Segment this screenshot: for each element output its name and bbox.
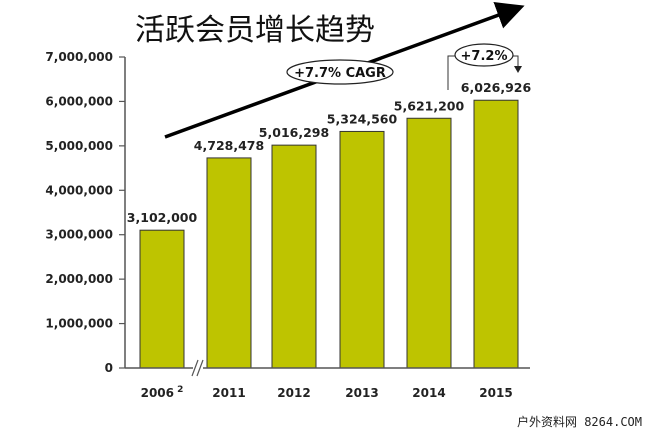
- cagr-label: +7.7% CAGR: [294, 66, 386, 81]
- x-tick-label: 2006 2: [141, 385, 184, 400]
- data-label: 6,026,926: [461, 80, 532, 95]
- data-label: 5,016,298: [259, 125, 329, 140]
- x-tick-label: 2013: [345, 386, 378, 400]
- data-label: 5,621,200: [394, 98, 465, 113]
- yoy-annotation: +7.2%: [447, 43, 522, 90]
- bar-2011: [206, 157, 252, 369]
- bar-2015: [473, 99, 519, 369]
- cagr-badge: +7.7% CAGR: [286, 59, 394, 85]
- x-tick-label: 2012: [277, 386, 310, 400]
- y-tick-label: 3,000,000: [45, 228, 113, 242]
- data-label: 4,728,478: [194, 138, 264, 153]
- bar-2006: [139, 229, 185, 369]
- watermark: 户外资料网 8264.COM: [517, 414, 642, 429]
- bar-2014: [406, 117, 452, 369]
- y-tick-label: 6,000,000: [45, 94, 113, 108]
- y-tick-label: 2,000,000: [45, 272, 113, 286]
- yoy-label: +7.2%: [461, 49, 508, 64]
- x-tick-label: 2015: [479, 386, 512, 400]
- bar-2012: [271, 144, 317, 369]
- data-label: 3,102,000: [127, 210, 198, 225]
- y-tick-label: 0: [105, 361, 113, 375]
- y-tick-label: 1,000,000: [45, 317, 113, 331]
- data-label: 5,324,560: [327, 111, 398, 126]
- chart-title: 活跃会员增长趋势: [135, 13, 375, 48]
- y-tick-label: 7,000,000: [45, 50, 113, 64]
- axis-break-icon: [191, 359, 204, 377]
- x-tick-label: 2011: [212, 386, 245, 400]
- y-tick-label: 5,000,000: [45, 139, 113, 153]
- bar-2013: [339, 130, 385, 369]
- x-tick-label: 2014: [412, 386, 445, 400]
- y-tick-label: 4,000,000: [45, 183, 113, 197]
